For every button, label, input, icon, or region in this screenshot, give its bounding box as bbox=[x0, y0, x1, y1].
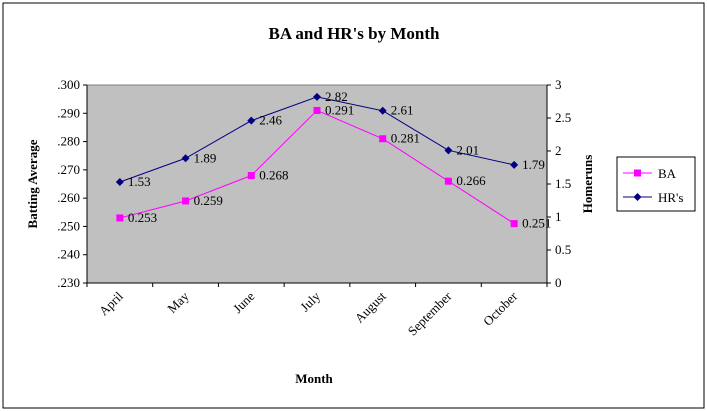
left-tick-label: .300 bbox=[57, 77, 80, 92]
data-point bbox=[313, 106, 321, 114]
legend-label: BA bbox=[658, 166, 677, 181]
right-tick-label: 2 bbox=[555, 143, 562, 158]
left-tick-label: .270 bbox=[57, 162, 80, 177]
y2-axis-label: Homeruns bbox=[580, 155, 595, 214]
data-point bbox=[444, 146, 453, 155]
plot-area bbox=[86, 84, 548, 284]
left-tick-label: .280 bbox=[57, 134, 80, 149]
legend-marker bbox=[634, 169, 641, 177]
data-label: 0.251 bbox=[522, 216, 551, 231]
series-hr-s: 1.53 1.89 2.46 2.82 2.61 2.01 1.79 bbox=[115, 89, 545, 189]
right-tick-label: 1 bbox=[555, 209, 562, 224]
y-axis-label: Batting Average bbox=[25, 139, 40, 228]
data-label: 2.01 bbox=[456, 142, 479, 157]
data-label: 2.82 bbox=[325, 89, 348, 104]
left-tick-label: .230 bbox=[57, 275, 80, 290]
data-point bbox=[379, 135, 387, 143]
data-point bbox=[510, 160, 519, 169]
data-point bbox=[182, 197, 190, 205]
series-layer: 0.2530.2590.2680.2910.2810.2660.2511.531… bbox=[115, 89, 551, 231]
left-axis: .230 .240 .250 .260 .270 .280 .290 .300 bbox=[57, 77, 88, 290]
data-point bbox=[115, 178, 124, 187]
data-label: 1.53 bbox=[128, 174, 151, 189]
data-label: 2.46 bbox=[259, 113, 282, 128]
data-point bbox=[313, 92, 321, 101]
left-tick-label: .260 bbox=[57, 190, 80, 205]
data-label: 0.253 bbox=[128, 210, 157, 225]
legend-marker bbox=[633, 193, 642, 201]
series-ba: 0.253 0.259 0.268 0.291 0.281 0.266 0.251 bbox=[116, 102, 551, 231]
data-label: 0.291 bbox=[325, 102, 354, 117]
left-tick-label: .250 bbox=[57, 218, 80, 233]
right-tick-label: 0 bbox=[555, 275, 562, 290]
data-label: 2.61 bbox=[391, 103, 414, 118]
data-point bbox=[378, 106, 387, 115]
right-tick-label: 0.5 bbox=[555, 242, 571, 257]
right-axis: 0 0.5 1 1.5 2 2.5 3 bbox=[546, 77, 571, 290]
data-label: 0.259 bbox=[194, 193, 223, 208]
data-label: 1.79 bbox=[522, 157, 545, 172]
data-point bbox=[247, 172, 255, 180]
left-tick-label: .240 bbox=[57, 247, 80, 262]
data-point bbox=[444, 177, 452, 185]
legend-box bbox=[616, 156, 696, 212]
data-label: 1.89 bbox=[194, 150, 217, 165]
data-point bbox=[181, 154, 190, 163]
data-label: 0.266 bbox=[456, 173, 486, 188]
chart-title: BA and HR's by Month bbox=[269, 24, 441, 43]
legend-label: HR's bbox=[658, 190, 683, 205]
right-tick-label: 2.5 bbox=[555, 110, 571, 125]
right-tick-label: 3 bbox=[555, 77, 562, 92]
data-point bbox=[510, 220, 518, 228]
data-label: 0.281 bbox=[391, 131, 420, 146]
legend: BA HR's bbox=[616, 156, 696, 212]
data-point bbox=[247, 116, 256, 125]
legend-item: HR's bbox=[623, 190, 683, 205]
right-tick-label: 1.5 bbox=[555, 176, 571, 191]
data-point bbox=[116, 214, 124, 222]
x-axis-label: Month bbox=[295, 371, 333, 386]
left-tick-label: .290 bbox=[57, 105, 80, 120]
data-label: 0.268 bbox=[259, 168, 288, 183]
legend-item: BA bbox=[623, 166, 677, 181]
